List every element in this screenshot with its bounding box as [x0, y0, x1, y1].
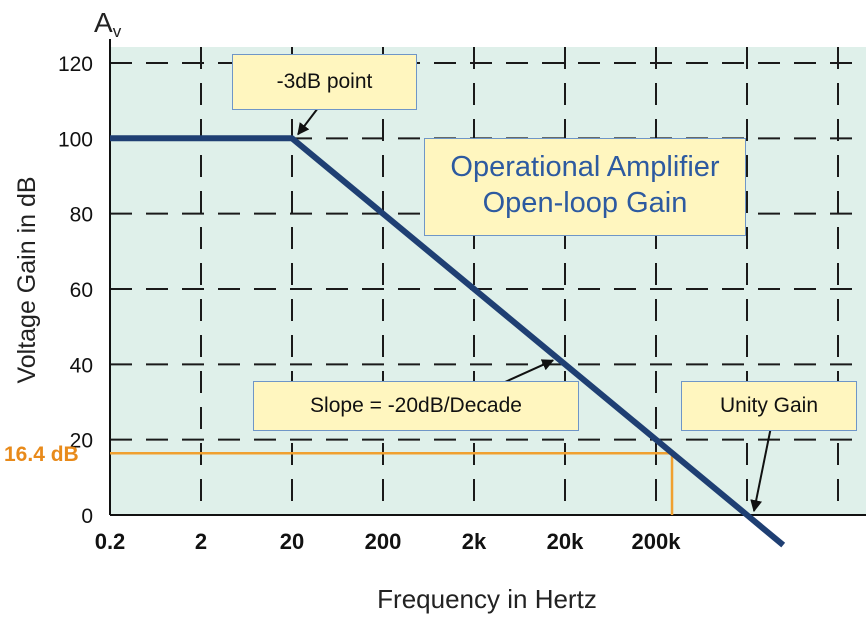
- callout-3db-point: -3dB point: [232, 54, 417, 110]
- x-tick-labels: 0.2 2 20 200 2k 20k 200k: [95, 529, 682, 554]
- y-symbol-main: A: [94, 7, 113, 38]
- arrow-unity: [750, 421, 773, 513]
- y-tick-100: 100: [58, 128, 93, 151]
- arrow-slope: [504, 359, 555, 383]
- y-tick-20: 20: [70, 430, 93, 453]
- x-tick-2k: 2k: [462, 529, 487, 554]
- x-axis-label: Frequency in Hertz: [377, 584, 597, 614]
- callout-unity-gain: Unity Gain: [681, 381, 857, 431]
- x-tick-200: 200: [365, 529, 402, 554]
- annotation-arrows: [297, 107, 773, 513]
- y-axis-symbol: Av: [94, 7, 122, 41]
- y-tick-labels: 0 20 40 60 80 100 120: [58, 53, 93, 528]
- chart-title-line-1: Operational Amplifier: [450, 151, 720, 183]
- axes: [109, 39, 866, 516]
- marker-label: 16.4 dB: [4, 443, 79, 466]
- y-tick-0: 0: [81, 505, 93, 528]
- plot-area: [110, 47, 866, 515]
- y-symbol-sub: v: [113, 22, 122, 41]
- x-tick-20k: 20k: [547, 529, 584, 554]
- arrow-3db: [297, 107, 319, 136]
- x-tick-2: 2: [195, 529, 207, 554]
- series-open-loop-gain: [110, 135, 786, 548]
- y-tick-60: 60: [70, 279, 93, 302]
- y-tick-120: 120: [58, 53, 93, 76]
- x-tick-200k: 200k: [632, 529, 682, 554]
- callout-slope: Slope = -20dB/Decade: [253, 381, 579, 431]
- chart-title: Operational Amplifier Open-loop Gain: [424, 138, 746, 236]
- y-tick-40: 40: [70, 354, 93, 377]
- y-axis-label: Voltage Gain in dB: [13, 176, 41, 383]
- y-tick-80: 80: [70, 204, 93, 227]
- series-line: [110, 135, 786, 548]
- chart-title-line-2: Open-loop Gain: [482, 187, 688, 219]
- x-tick-20: 20: [280, 529, 304, 554]
- x-tick-0.2: 0.2: [95, 529, 126, 554]
